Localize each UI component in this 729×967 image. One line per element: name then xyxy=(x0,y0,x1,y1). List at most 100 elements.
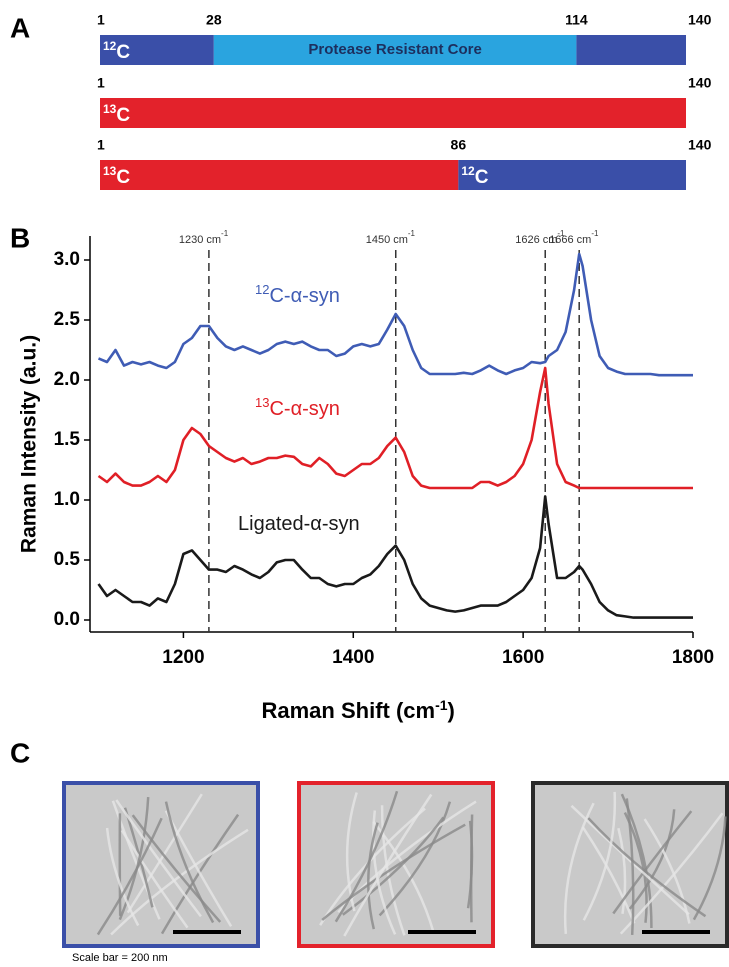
superscript: 12 xyxy=(255,282,269,297)
text-part: Ligated-α-syn xyxy=(238,513,360,535)
spectrum-line xyxy=(97,495,693,619)
fibril xyxy=(692,816,727,921)
series-label: 12C-α-syn xyxy=(255,282,340,307)
fibril xyxy=(126,793,203,914)
position-label: 1 xyxy=(97,75,105,91)
isotope-label: 12C xyxy=(461,164,488,188)
text-part: C-α-syn xyxy=(269,398,339,420)
isotope-label: 12C xyxy=(103,39,130,63)
fibril xyxy=(334,790,399,923)
superscript: 12 xyxy=(103,39,117,53)
fibril xyxy=(105,827,140,927)
sequence-segment xyxy=(100,160,459,190)
isotope-label: 13C xyxy=(103,102,130,126)
y-tick-label: 1.5 xyxy=(54,429,81,450)
position-label: 28 xyxy=(206,12,222,28)
fibril xyxy=(587,817,707,918)
spectrum-line xyxy=(97,252,693,377)
text-part: ) xyxy=(448,698,455,723)
fibril xyxy=(115,799,202,918)
fibril xyxy=(131,814,222,923)
sequence-segment xyxy=(100,98,686,128)
panel-letter: C xyxy=(10,737,30,768)
text-part: C xyxy=(116,42,130,63)
fibril xyxy=(582,791,617,921)
text-part: cm xyxy=(543,234,558,246)
panel-letter: B xyxy=(10,222,30,253)
fibril xyxy=(581,826,636,924)
position-label: 86 xyxy=(451,137,467,153)
fibril xyxy=(563,802,595,934)
fibril xyxy=(343,793,433,937)
y-tick-label: 0.5 xyxy=(54,549,81,570)
text-part: C xyxy=(116,167,130,188)
text-part: cm xyxy=(393,234,408,246)
sequence-segment xyxy=(213,35,577,65)
isotope-label: 13C xyxy=(103,164,130,188)
text-part: C-α-syn xyxy=(269,285,339,307)
y-tick-label: 0.0 xyxy=(54,609,80,630)
fibril xyxy=(96,817,163,936)
reference-label: 1666 cm-1 xyxy=(549,229,599,246)
y-axis-label: Raman Intensity (a.u.) xyxy=(18,335,41,553)
superscript: -1 xyxy=(408,229,416,238)
region-label: Protease Resistant Core xyxy=(308,41,481,58)
position-label: 114 xyxy=(565,12,588,28)
x-tick-label: 1600 xyxy=(502,647,544,668)
superscript: -1 xyxy=(435,697,448,713)
fibril xyxy=(469,814,474,923)
spectrum-line xyxy=(97,366,693,490)
y-tick-label: 2.0 xyxy=(54,369,80,390)
series-label: Ligated-α-syn xyxy=(238,513,360,535)
fibril xyxy=(617,827,627,914)
fibril xyxy=(164,801,215,924)
fibril xyxy=(372,810,397,935)
sequence-segment xyxy=(458,160,686,190)
superscript: 12 xyxy=(461,164,475,178)
sequence-segment xyxy=(100,35,214,65)
superscript: 13 xyxy=(255,395,269,410)
fibril xyxy=(628,809,676,910)
position-label: 140 xyxy=(688,137,712,153)
fibril xyxy=(612,810,693,915)
text-part: cm xyxy=(206,234,221,246)
text-part: cm xyxy=(577,234,592,246)
position-label: 140 xyxy=(688,75,712,91)
fibril xyxy=(118,797,150,921)
sequence-segment xyxy=(576,35,686,65)
position-label: 140 xyxy=(688,12,712,28)
text-part: 1230 xyxy=(179,234,203,246)
superscript: 13 xyxy=(103,102,117,116)
x-tick-label: 1800 xyxy=(672,647,714,668)
fibril xyxy=(111,800,161,920)
scale-caption: Scale bar = 200 nm xyxy=(72,952,168,964)
text-part: 1626 xyxy=(515,234,539,246)
fibril xyxy=(625,798,635,935)
fibril xyxy=(367,822,379,930)
y-tick-label: 3.0 xyxy=(54,249,80,270)
y-tick-label: 1.0 xyxy=(54,489,80,510)
x-axis-label: Raman Shift (cm-1) xyxy=(262,697,455,723)
panel-letter: A xyxy=(10,12,30,43)
text-part: 1450 xyxy=(366,234,390,246)
reference-label: 1230 cm-1 xyxy=(179,229,229,246)
reference-label: 1626 cm-1 xyxy=(515,229,565,246)
x-tick-label: 1200 xyxy=(162,647,204,668)
fibril xyxy=(120,829,189,929)
x-tick-label: 1400 xyxy=(332,647,374,668)
fibril xyxy=(378,801,452,917)
superscript: -1 xyxy=(591,229,599,238)
fibril xyxy=(319,807,426,926)
fibril xyxy=(570,804,690,916)
y-tick-label: 2.5 xyxy=(54,309,81,330)
reference-label: 1450 cm-1 xyxy=(366,229,416,246)
position-label: 1 xyxy=(97,12,105,28)
position-label: 1 xyxy=(97,137,105,153)
text-part: C xyxy=(116,105,130,126)
text-part: Raman Shift (cm xyxy=(262,698,436,723)
fibril xyxy=(110,828,249,936)
superscript: 13 xyxy=(103,164,117,178)
fibril xyxy=(342,816,445,916)
superscript: -1 xyxy=(221,229,229,238)
